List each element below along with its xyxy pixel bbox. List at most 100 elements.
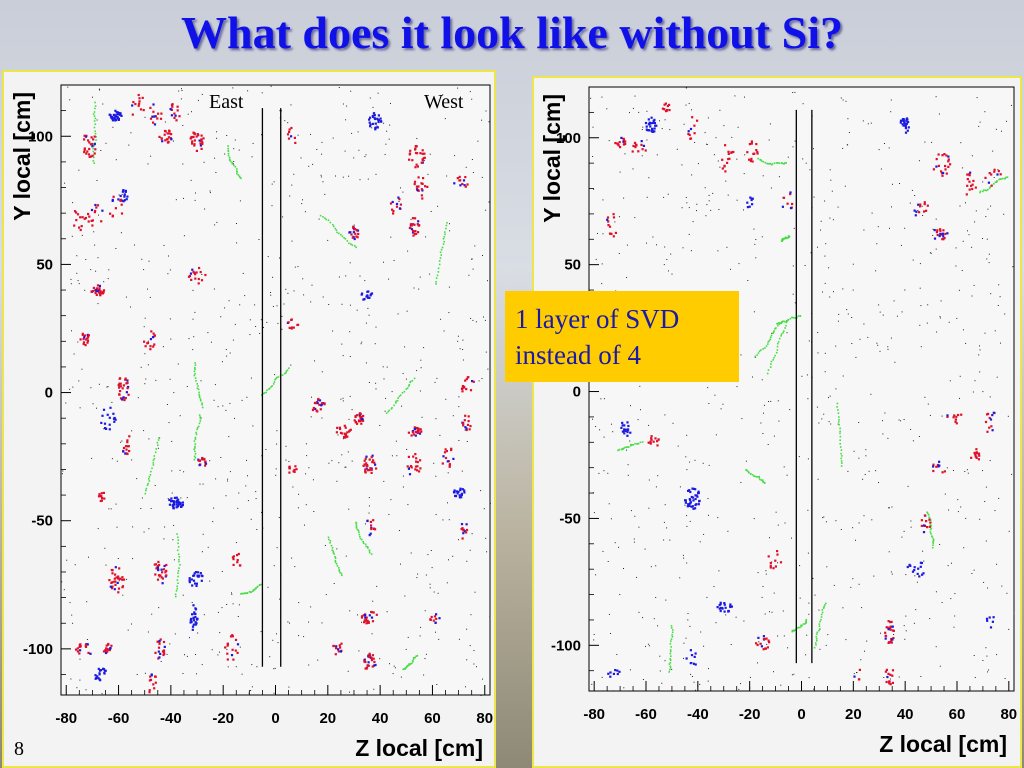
hit-point xyxy=(463,489,466,492)
noise-hit xyxy=(107,386,109,388)
noise-hit xyxy=(304,524,305,526)
hit-point xyxy=(922,531,926,534)
hit-point xyxy=(938,460,941,463)
hit-point xyxy=(689,127,693,131)
noise-hit xyxy=(276,443,278,445)
noise-hit xyxy=(736,199,738,201)
noise-hit xyxy=(648,424,650,426)
hit-point xyxy=(990,184,993,187)
green-hit xyxy=(228,159,231,161)
noise-hit xyxy=(200,380,202,382)
noise-hit xyxy=(689,461,691,463)
hit-point xyxy=(935,231,938,234)
noise-hit xyxy=(169,378,171,380)
green-hit xyxy=(751,474,754,476)
hit-point xyxy=(116,117,120,120)
noise-hit xyxy=(69,99,71,101)
noise-hit xyxy=(708,403,710,404)
hit-point xyxy=(649,440,652,443)
hit-point xyxy=(416,429,419,432)
noise-hit xyxy=(331,460,333,462)
noise-hit xyxy=(458,406,460,408)
hit-point xyxy=(149,348,152,351)
noise-hit xyxy=(708,464,710,466)
green-hit xyxy=(199,420,202,422)
green-hit xyxy=(839,435,842,438)
plot-area xyxy=(588,86,1015,692)
hit-point xyxy=(688,133,691,137)
hit-point xyxy=(200,574,203,577)
noise-hit xyxy=(887,437,889,439)
noise-hit xyxy=(878,482,879,483)
hit-point xyxy=(102,408,106,411)
noise-hit xyxy=(99,89,101,91)
hit-point xyxy=(609,671,612,674)
hit-point xyxy=(154,573,157,576)
noise-hit xyxy=(349,262,351,264)
noise-hit xyxy=(228,436,230,438)
noise-hit xyxy=(400,563,401,565)
noise-hit xyxy=(424,658,426,659)
hit-point xyxy=(469,389,473,392)
noise-hit xyxy=(209,192,211,194)
green-hit xyxy=(238,175,241,177)
noise-hit xyxy=(301,203,303,205)
hit-point xyxy=(152,332,155,335)
hit-point xyxy=(87,651,90,654)
green-hit xyxy=(388,409,391,412)
hit-point xyxy=(150,673,153,676)
noise-hit xyxy=(386,611,388,613)
hit-point xyxy=(465,388,468,391)
hit-point xyxy=(756,643,759,647)
hit-point xyxy=(371,461,374,464)
noise-hit xyxy=(181,88,182,90)
noise-hit xyxy=(154,485,156,486)
noise-hit xyxy=(683,557,685,559)
green-hit xyxy=(838,416,840,418)
hit-point xyxy=(87,153,91,156)
hit-point xyxy=(84,216,87,220)
green-hit xyxy=(932,541,934,543)
green-hit xyxy=(357,529,360,532)
hit-point xyxy=(435,613,438,616)
hit-point xyxy=(323,403,326,406)
hit-point xyxy=(75,219,78,222)
green-hit xyxy=(769,162,771,165)
noise-hit xyxy=(420,367,422,369)
hit-point xyxy=(414,465,418,468)
green-hit xyxy=(263,392,266,394)
noise-hit xyxy=(771,332,773,334)
hit-point xyxy=(461,387,464,390)
noise-hit xyxy=(890,571,892,573)
hit-point xyxy=(152,121,155,124)
hit-point xyxy=(652,121,655,124)
hit-point xyxy=(100,495,103,498)
hit-point xyxy=(626,434,629,437)
noise-hit xyxy=(405,648,407,650)
noise-hit xyxy=(619,171,621,173)
hit-point xyxy=(102,668,106,671)
hit-point xyxy=(694,497,697,501)
noise-hit xyxy=(408,466,410,468)
noise-hit xyxy=(232,603,234,605)
hit-point xyxy=(160,568,163,571)
noise-hit xyxy=(904,227,906,229)
hit-point xyxy=(116,115,119,119)
red-hit-cluster xyxy=(932,153,952,177)
green-hit xyxy=(156,441,159,444)
noise-hit xyxy=(182,163,184,165)
green-hit xyxy=(92,147,94,150)
noise-hit xyxy=(703,645,705,647)
noise-hit xyxy=(229,471,231,473)
noise-hit xyxy=(657,475,659,477)
noise-hit xyxy=(246,459,247,461)
noise-hit xyxy=(391,455,393,457)
noise-hit xyxy=(685,456,687,458)
green-hit xyxy=(253,589,256,591)
hit-point xyxy=(93,152,96,155)
green-hit xyxy=(355,246,357,249)
hit-point xyxy=(121,586,124,589)
green-hit xyxy=(794,317,797,319)
noise-hit xyxy=(276,633,277,635)
